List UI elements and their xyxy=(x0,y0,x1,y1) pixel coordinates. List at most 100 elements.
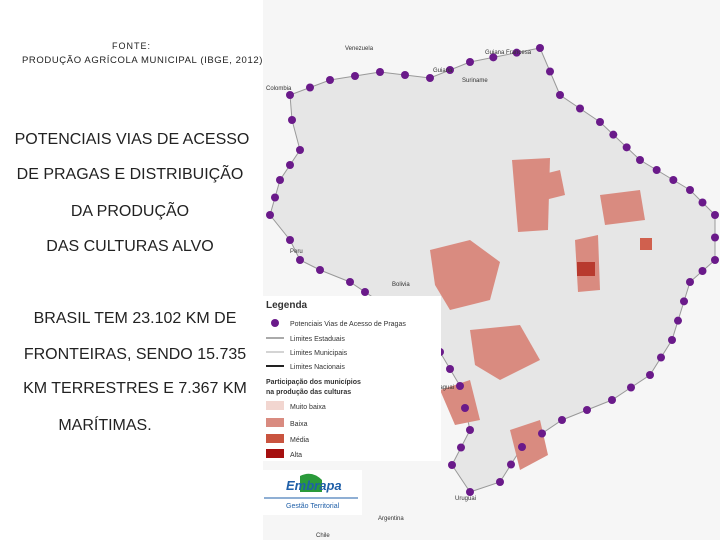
country-label: Paraguai xyxy=(430,385,454,391)
legend-item: Limites Estaduais xyxy=(290,336,345,343)
access-point xyxy=(426,74,434,82)
patch xyxy=(540,170,565,200)
body-line: BRASIL TEM 23.102 KM DE xyxy=(33,310,237,327)
body-line: MARÍTIMAS. xyxy=(58,417,152,434)
access-point xyxy=(596,118,604,126)
logo-subtitle: Gestão Territorial xyxy=(286,503,340,510)
source-label: FONTE: xyxy=(112,41,151,51)
heading-line: DAS CULTURAS ALVO xyxy=(46,238,214,255)
patch-high xyxy=(577,262,595,276)
access-point xyxy=(518,443,526,451)
heading-line: DE PRAGAS E DISTRIBUIÇÃO xyxy=(16,166,244,183)
access-point xyxy=(401,71,409,79)
access-point xyxy=(286,161,294,169)
access-point xyxy=(576,104,584,113)
legend-title: Legenda xyxy=(266,300,308,311)
access-point xyxy=(507,460,515,469)
country-label: Colombia xyxy=(266,86,292,92)
access-point xyxy=(361,288,369,296)
country-label: Venezuela xyxy=(345,46,374,52)
access-point xyxy=(711,256,719,264)
country-label: Guiana xyxy=(433,68,453,74)
source-text: PRODUÇÃO AGRÍCOLA MUNICIPAL (IBGE, 2012) xyxy=(22,55,263,66)
legend-swatch xyxy=(266,434,284,443)
access-point xyxy=(296,146,304,154)
access-point xyxy=(622,143,631,152)
country-label: Suriname xyxy=(462,78,488,84)
access-point xyxy=(466,426,474,434)
access-point xyxy=(546,67,554,76)
patch xyxy=(430,240,500,310)
legend-box xyxy=(263,296,441,461)
logo-name: Embrapa xyxy=(286,478,342,493)
access-point xyxy=(536,44,544,52)
patch-medium xyxy=(640,238,652,250)
legend-item: Limites Nacionais xyxy=(290,364,345,371)
legend-class: Baixa xyxy=(290,421,308,428)
patch xyxy=(470,325,540,380)
access-point xyxy=(652,166,661,174)
access-point xyxy=(674,316,682,325)
access-point xyxy=(627,383,635,392)
access-point xyxy=(609,130,618,139)
access-point xyxy=(680,297,688,306)
access-point xyxy=(296,256,304,264)
access-point xyxy=(346,278,354,286)
access-point xyxy=(698,198,707,207)
legend-symbol xyxy=(271,319,279,327)
patch xyxy=(600,190,645,225)
access-point xyxy=(461,404,469,412)
body-line: FRONTEIRAS, SENDO 15.735 xyxy=(23,346,247,363)
access-point xyxy=(448,461,456,469)
access-point xyxy=(446,365,454,373)
legend-item: Limites Municipais xyxy=(290,350,348,357)
legend-swatch xyxy=(266,401,284,410)
access-point xyxy=(657,353,665,362)
legend-item: Potenciais Vias de Acesso de Pragas xyxy=(290,321,406,328)
access-point xyxy=(698,267,707,275)
country-label: Peru xyxy=(290,249,303,255)
access-point xyxy=(646,371,654,379)
access-point xyxy=(466,488,474,496)
legend-swatch xyxy=(266,418,284,427)
access-point xyxy=(538,429,546,438)
access-point xyxy=(711,211,719,219)
access-point xyxy=(316,266,324,274)
legend-class: Média xyxy=(290,437,309,444)
access-point xyxy=(326,76,334,84)
heading-line: DA PRODUÇÃO xyxy=(70,203,190,220)
access-point xyxy=(446,66,454,74)
access-point xyxy=(636,156,644,164)
logo-mark xyxy=(300,473,322,492)
access-point xyxy=(556,91,564,99)
access-point xyxy=(558,416,566,424)
access-point xyxy=(711,233,719,242)
access-point xyxy=(276,176,284,184)
access-point xyxy=(286,236,294,244)
access-point xyxy=(608,396,616,404)
country-label: Argentina xyxy=(378,516,404,522)
access-point xyxy=(266,211,274,219)
access-point xyxy=(489,53,498,62)
logo: Embrapa Gestão Territorial xyxy=(262,470,362,515)
country-label: Chile xyxy=(316,533,330,539)
access-point xyxy=(512,48,521,57)
country-label: Bolivia xyxy=(392,282,410,288)
access-point xyxy=(669,176,678,184)
legend: Legenda Potenciais Vias de Acesso de Pra… xyxy=(263,296,441,461)
body-line: KM TERRESTRES E 7.367 KM xyxy=(23,380,247,397)
access-point xyxy=(306,83,314,92)
country-label: Guiana Francesa xyxy=(485,50,532,56)
access-point xyxy=(376,68,384,76)
legend-swatch xyxy=(266,449,284,458)
access-point xyxy=(686,278,694,286)
access-point xyxy=(466,58,474,66)
access-point xyxy=(668,336,676,344)
access-point xyxy=(271,193,279,202)
access-point xyxy=(456,382,464,390)
legend-class: Alta xyxy=(290,452,302,459)
access-point xyxy=(686,186,694,194)
country-label: Uruguai xyxy=(455,496,476,502)
patch xyxy=(440,380,480,425)
